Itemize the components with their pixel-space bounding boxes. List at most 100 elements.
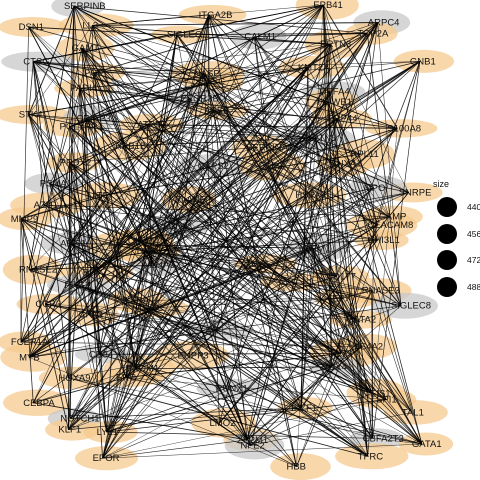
network-edge: [81, 47, 398, 129]
network-edge: [49, 183, 337, 277]
network-edge: [336, 61, 421, 277]
network-edge: [132, 300, 188, 356]
network-edge: [137, 34, 178, 242]
node-label: TAL1: [402, 407, 424, 418]
network-edge: [250, 118, 338, 446]
network-edge: [43, 43, 331, 206]
legend-dot-1: [437, 197, 457, 217]
node-label: LYL1: [97, 427, 118, 438]
network-edge: [92, 21, 378, 26]
network-edge: [28, 162, 71, 358]
node-label: GATA2: [346, 315, 376, 326]
node-label: RUNX1: [216, 383, 248, 394]
network-edge: [69, 126, 332, 368]
node-label: EPOR: [93, 453, 120, 464]
node-label: OLFM4: [128, 236, 160, 247]
node-label: RNASE3: [362, 286, 400, 297]
network-edge: [73, 6, 368, 457]
network-edge: [144, 91, 330, 252]
network-edge: [322, 4, 330, 92]
network-edge: [44, 243, 71, 305]
network-edge: [74, 284, 216, 331]
node-label: CAMP: [379, 212, 406, 223]
network-edge: [176, 34, 402, 307]
network-edge: [203, 73, 297, 467]
network-edge: [92, 81, 210, 273]
network-edge: [106, 165, 209, 433]
network-edge: [69, 162, 119, 246]
network-edge: [32, 61, 45, 206]
network-edge: [125, 377, 422, 445]
node-label: ORM1: [303, 243, 330, 254]
node-label: IL5RA: [123, 295, 150, 306]
network-edge: [80, 87, 191, 99]
network-edge: [28, 114, 89, 315]
network-edge: [92, 4, 324, 26]
network-edge: [49, 183, 127, 378]
node-label: HSPA8: [295, 190, 325, 201]
network-edge: [79, 88, 136, 369]
node-label: ERG: [116, 373, 137, 384]
network-edge: [73, 5, 368, 34]
node-label: SERPINB: [64, 1, 106, 12]
network-edge: [215, 305, 401, 331]
network-edge: [106, 163, 341, 433]
node-label: MYB: [19, 352, 40, 363]
network-edge: [246, 44, 331, 440]
network-edge: [92, 25, 215, 111]
network-edge: [28, 61, 34, 115]
network-edge: [20, 218, 34, 403]
network-edge: [106, 67, 309, 433]
network-edge: [135, 98, 191, 369]
network-edge: [135, 368, 373, 439]
network-edge: [135, 366, 332, 370]
network-edge: [20, 218, 69, 430]
node-label: TCN1: [135, 246, 160, 257]
network-edge: [300, 67, 309, 409]
node-label: NASP: [194, 68, 220, 79]
network-edge: [69, 147, 257, 163]
network-edge: [91, 25, 100, 355]
node-label: CHI3L1: [368, 235, 400, 246]
network-edge: [377, 22, 402, 306]
network-edge: [102, 195, 357, 320]
network-edge: [93, 72, 204, 74]
node-label: CAPS2: [198, 161, 229, 172]
network-edge: [288, 281, 413, 413]
node-label: PGP: [84, 68, 104, 79]
network-edge: [102, 399, 387, 459]
network-edge: [184, 199, 337, 277]
network-edge: [340, 163, 423, 445]
network-edge: [144, 128, 398, 252]
node-halo: [335, 443, 409, 470]
network-edge: [68, 377, 127, 430]
network-edge: [102, 263, 262, 459]
network-edge: [28, 114, 107, 433]
legend-label-1: 440: [467, 202, 480, 212]
network-edge: [68, 377, 422, 445]
network-edge: [250, 412, 412, 446]
node-label: CPA3: [79, 309, 103, 320]
network-edge: [184, 199, 357, 320]
network-edge: [74, 284, 341, 354]
network-edge: [81, 47, 155, 266]
network-edge: [28, 4, 324, 358]
network-edge: [69, 97, 191, 244]
network-edge: [125, 225, 174, 378]
network-edge: [28, 26, 331, 45]
network-edge: [69, 243, 127, 378]
network-edge: [69, 162, 100, 355]
network-edge: [70, 407, 302, 420]
node-label: FCGR3B: [180, 93, 219, 104]
network-edge: [29, 357, 297, 467]
node-label: PRTN3: [305, 133, 336, 144]
node-label: MS4A2: [352, 342, 383, 353]
network-edge: [32, 61, 90, 315]
network-edge: [69, 126, 134, 301]
node-halo: [3, 389, 72, 417]
node-label: LYZ: [251, 259, 268, 270]
network-edge: [93, 72, 372, 291]
network-edge: [300, 91, 330, 409]
node-label: MMP9: [11, 214, 38, 225]
